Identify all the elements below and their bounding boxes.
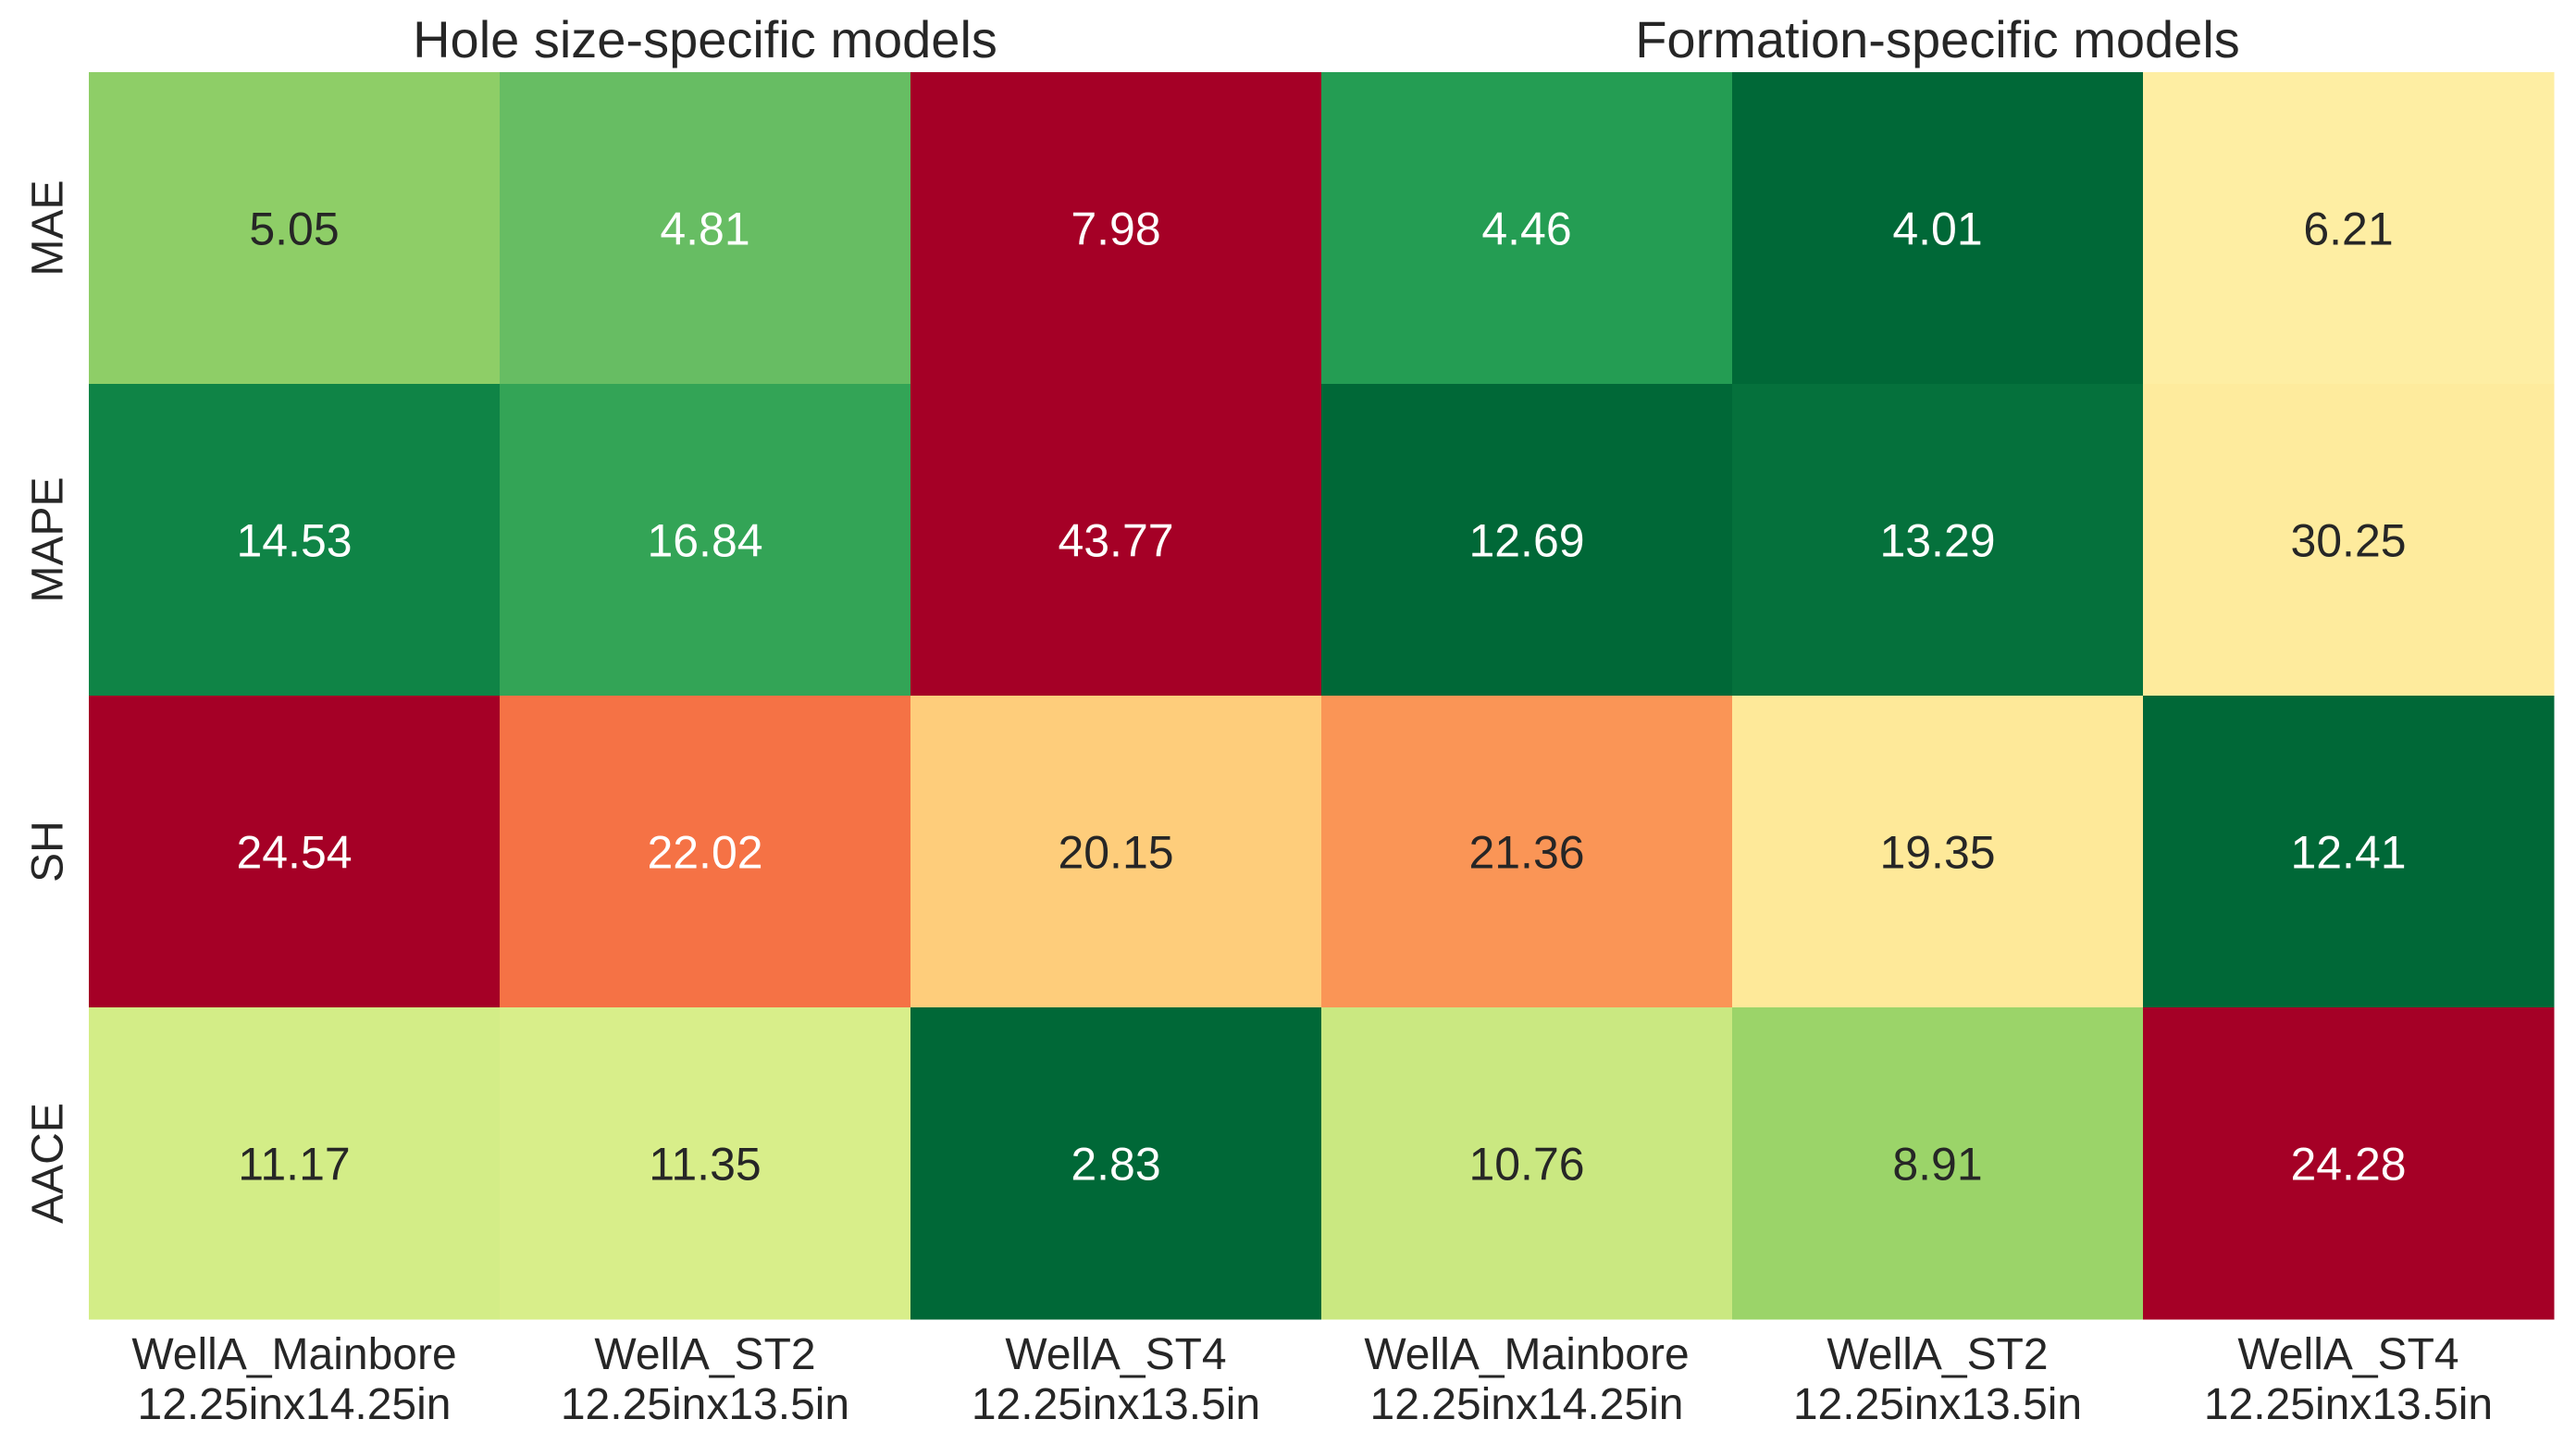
heatmap-cell [910,696,1322,1008]
heatmap-cell [1321,696,1733,1008]
cell-value-label: 19.35 [1879,827,1995,879]
cell-value-label: 7.98 [1071,204,1160,255]
cell-value-label: 43.77 [1058,515,1173,567]
cell-value-label: 10.76 [1468,1139,1584,1191]
heatmap-cell [910,72,1322,385]
heatmap-cell [500,1007,911,1320]
cell-value-label: 4.81 [660,204,749,255]
cell-value-label: 24.28 [2290,1139,2406,1191]
cell-value-label: 11.35 [649,1139,761,1191]
cell-value-label: 12.69 [1468,515,1584,567]
heatmap-cell [2143,696,2555,1008]
column-tick-label: WellA_ST2 12.25inx13.5in [561,1330,849,1429]
heatmap-cell [1321,384,1733,697]
column-tick-label: WellA_ST2 12.25inx13.5in [1793,1330,2082,1429]
cell-value-label: 14.53 [236,515,352,567]
heatmap-cell [89,1007,501,1320]
row-tick-label: MAPE [24,476,73,602]
heatmap-cell [500,384,911,697]
heatmap-cell [1321,72,1733,385]
cell-value-label: 5.05 [249,204,339,255]
column-tick-label: WellA_ST4 12.25inx13.5in [972,1330,1260,1429]
cell-value-label: 13.29 [1879,515,1995,567]
heatmap-cell [500,696,911,1008]
heatmap-cell [2143,72,2555,385]
heatmap-cell [89,384,501,697]
cell-value-label: 30.25 [2290,515,2406,567]
cell-value-label: 16.84 [647,515,762,567]
cell-value-label: 2.83 [1071,1139,1160,1191]
cell-value-label: 4.01 [1892,204,1982,255]
cell-value-label: 21.36 [1468,827,1584,879]
cell-value-label: 11.17 [238,1139,350,1191]
heatmap-cell [1321,1007,1733,1320]
cell-value-label: 20.15 [1058,827,1173,879]
group-title: Formation-specific models [1635,10,2240,68]
group-title: Hole size-specific models [413,10,997,68]
heatmap-cell [89,72,501,385]
row-tick-label: MAE [24,179,73,276]
row-tick-label: SH [24,821,73,882]
heatmap-cell [500,72,911,385]
heatmap-cell [2143,1007,2555,1320]
column-tick-label: WellA_Mainbore 12.25inx14.25in [1364,1330,1689,1429]
cell-value-label: 6.21 [2303,204,2393,255]
heatmap-cell [1732,72,2144,385]
row-tick-label: AACE [24,1103,73,1224]
cell-value-label: 8.91 [1892,1139,1982,1191]
column-tick-label: WellA_ST4 12.25inx13.5in [2204,1330,2493,1429]
cell-value-label: 12.41 [2290,827,2406,879]
cell-value-label: 4.46 [1481,204,1571,255]
cell-value-label: 24.54 [236,827,352,879]
heatmap-cell [2143,384,2555,697]
heatmap-cell [910,384,1322,697]
heatmap-cell [1732,1007,2144,1320]
heatmap-cell [1732,384,2144,697]
column-tick-label: WellA_Mainbore 12.25inx14.25in [131,1330,456,1429]
heatmap-cell [910,1007,1322,1320]
cell-value-label: 22.02 [647,827,762,879]
heatmap-cell [89,696,501,1008]
heatmap-cell [1732,696,2144,1008]
